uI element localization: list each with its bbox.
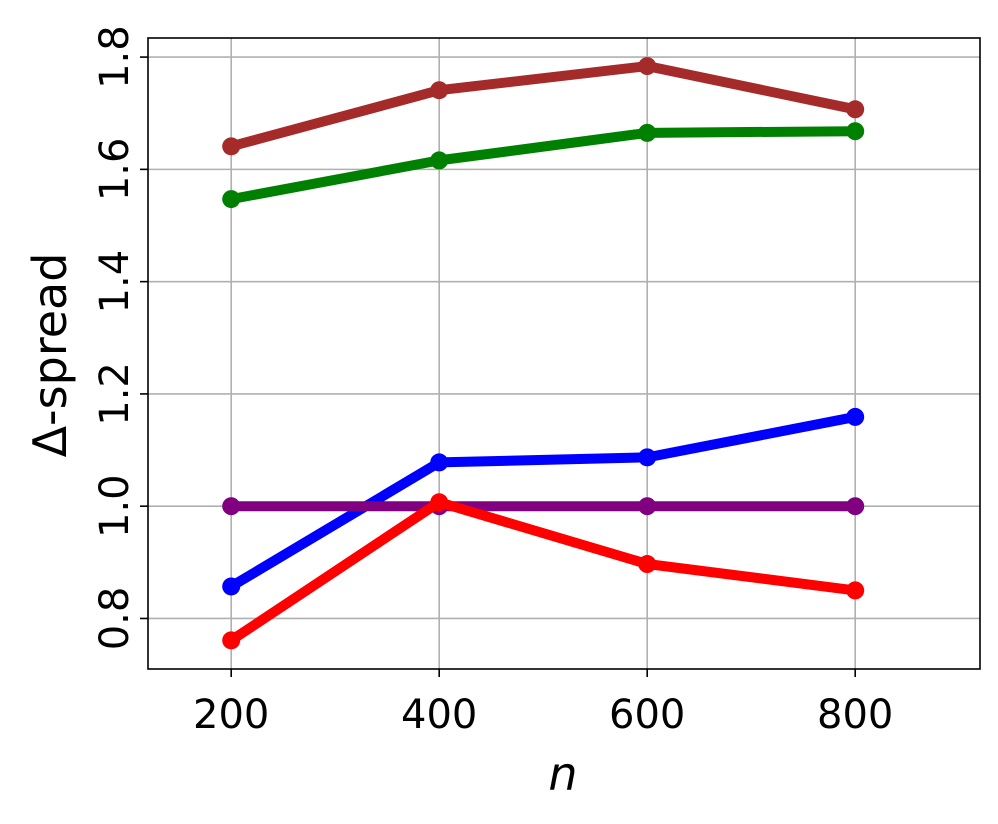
- point-marker: [222, 497, 241, 516]
- x-axis-label: n: [548, 747, 577, 801]
- point-marker: [222, 631, 241, 650]
- point-marker: [430, 151, 449, 170]
- point-marker: [638, 448, 657, 467]
- point-marker: [846, 407, 865, 426]
- x-tick-label: 600: [609, 692, 685, 738]
- point-marker: [430, 453, 449, 472]
- series-line: [229, 61, 857, 152]
- x-tick-label: 400: [401, 692, 477, 738]
- y-axis-label: Δ-spread: [23, 253, 77, 458]
- y-tick-label: 1.0: [92, 474, 138, 538]
- series-line: [228, 497, 856, 645]
- y-tick-label: 1.2: [92, 362, 138, 426]
- point-marker: [430, 81, 449, 100]
- series-line: [228, 412, 857, 591]
- point-marker: [222, 190, 241, 209]
- point-marker: [222, 577, 241, 596]
- plot-frame: [147, 37, 981, 670]
- series-line: [230, 126, 856, 205]
- y-tick-label: 1.6: [92, 138, 138, 202]
- y-tick-label: 1.4: [92, 250, 138, 314]
- y-tick-label: 0.8: [92, 587, 138, 651]
- point-marker: [846, 497, 865, 516]
- point-marker: [846, 581, 865, 600]
- point-marker: [846, 122, 865, 141]
- x-tick-label: 800: [817, 692, 893, 738]
- y-tick-label: 1.8: [92, 25, 138, 89]
- point-marker: [638, 497, 657, 516]
- point-marker: [638, 57, 657, 76]
- point-marker: [638, 555, 657, 574]
- point-marker: [846, 100, 865, 119]
- point-marker: [638, 123, 657, 142]
- x-tick-label: 200: [193, 692, 269, 738]
- point-marker: [430, 493, 449, 512]
- point-marker: [222, 137, 241, 156]
